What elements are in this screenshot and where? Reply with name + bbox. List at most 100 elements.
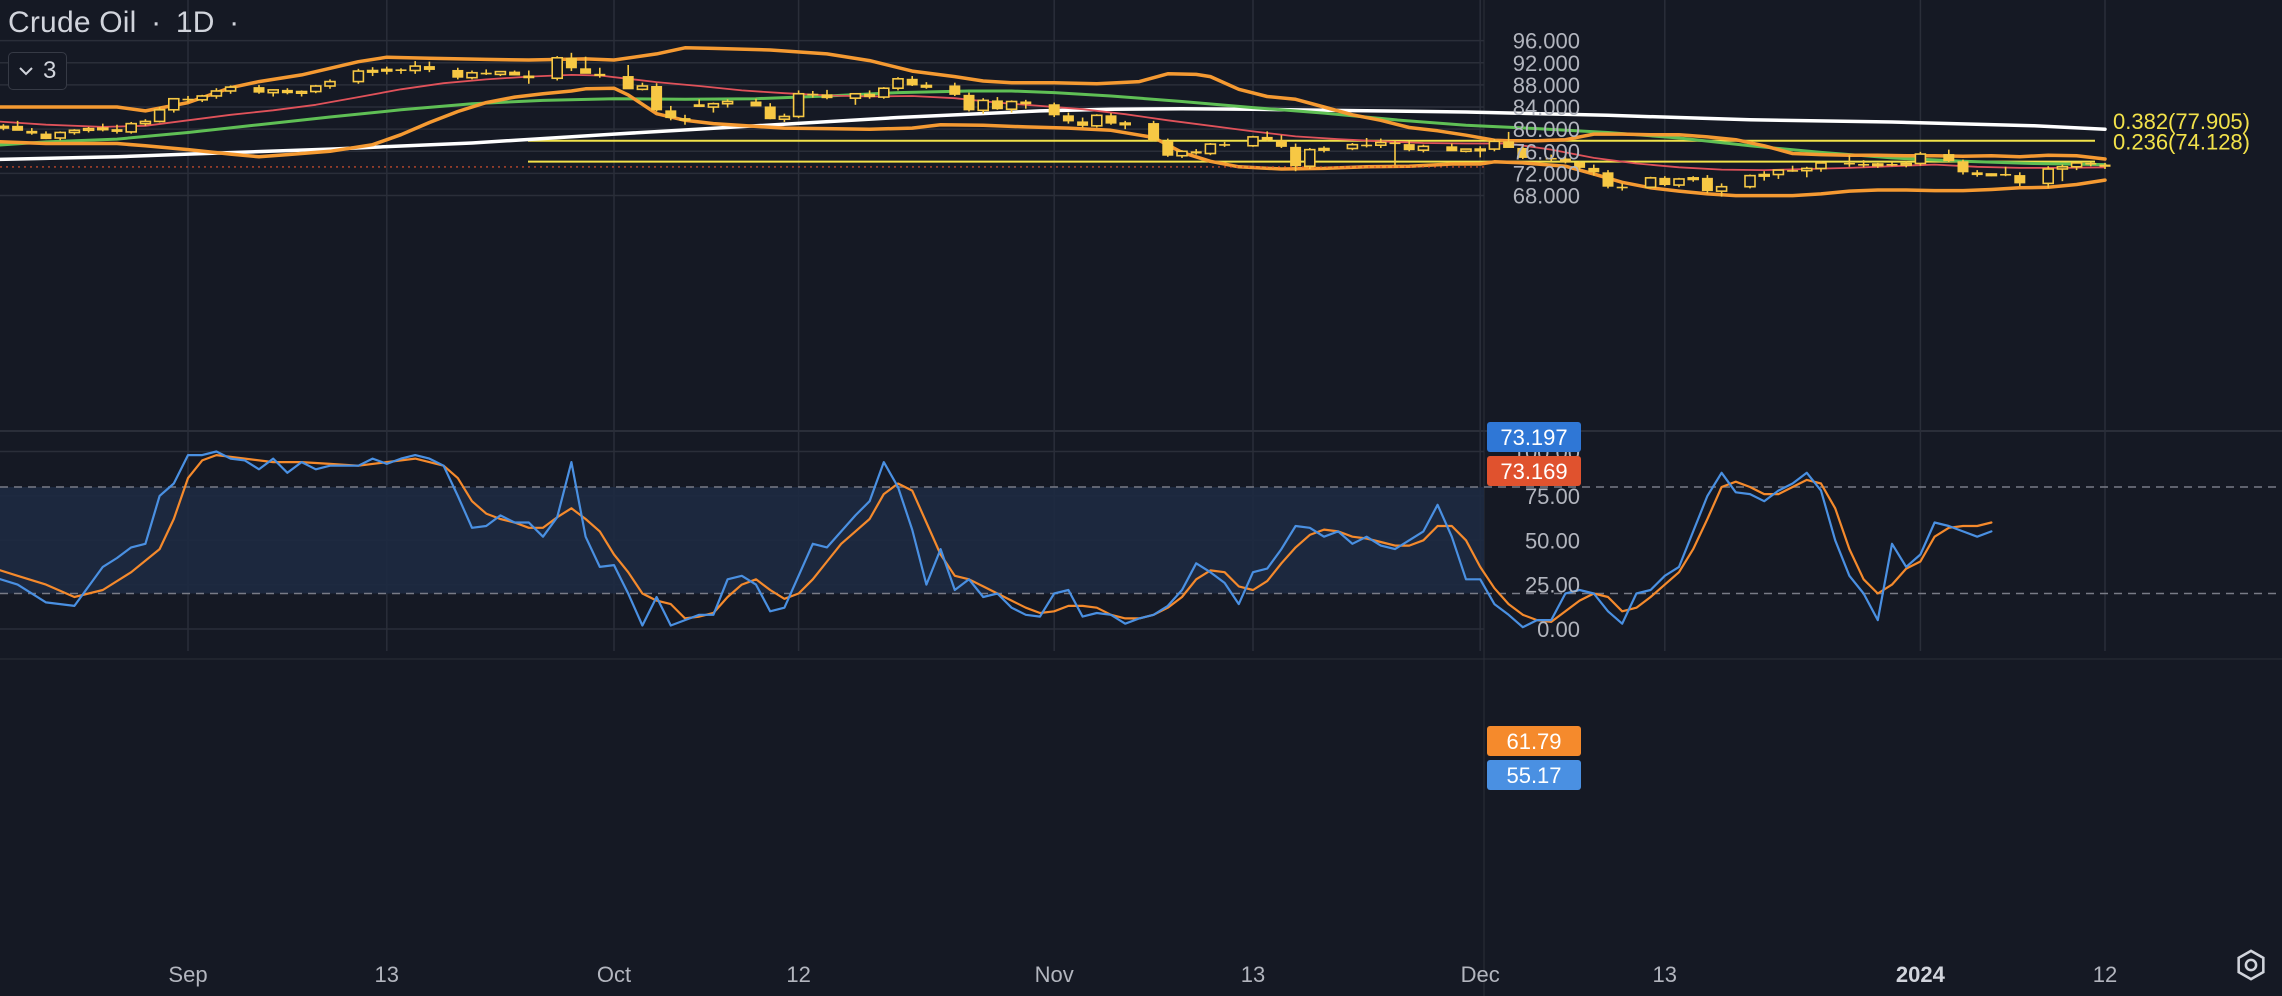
candle[interactable] (1673, 177, 1685, 188)
candle[interactable] (1048, 102, 1060, 117)
candle[interactable] (295, 90, 308, 97)
candle[interactable] (1190, 149, 1202, 155)
candle[interactable] (1077, 117, 1089, 128)
candle[interactable] (1176, 150, 1188, 158)
candle[interactable] (1474, 146, 1486, 158)
candle[interactable] (778, 113, 791, 122)
candle[interactable] (509, 70, 521, 76)
fibonacci-levels[interactable]: 0.382(77.905)0.236(74.128) (528, 109, 2250, 163)
candle[interactable] (1119, 120, 1131, 130)
candle[interactable] (1162, 138, 1174, 157)
candle[interactable] (1318, 146, 1330, 153)
candle[interactable] (977, 98, 990, 114)
candle[interactable] (906, 76, 918, 87)
candle[interactable] (380, 66, 393, 75)
candle[interactable] (1275, 135, 1287, 148)
settings-gear-icon[interactable] (2234, 948, 2268, 982)
candle[interactable] (849, 92, 862, 105)
chart-title[interactable]: Crude Oil · 1D · (8, 6, 245, 40)
candle[interactable] (1346, 142, 1359, 151)
candle[interactable] (1602, 170, 1614, 189)
candle[interactable] (665, 105, 677, 121)
candle[interactable] (1772, 169, 1785, 179)
candle[interactable] (1886, 161, 1898, 167)
candle[interactable] (12, 120, 24, 131)
candle[interactable] (125, 121, 137, 134)
candle[interactable] (1417, 144, 1430, 153)
candlesticks[interactable] (0, 52, 2111, 197)
candle[interactable] (1488, 139, 1501, 152)
candle[interactable] (1446, 143, 1458, 152)
candle[interactable] (1290, 143, 1302, 172)
candle[interactable] (281, 88, 293, 95)
candle[interactable] (622, 64, 634, 90)
candle[interactable] (1460, 148, 1472, 153)
candle[interactable] (395, 68, 407, 74)
candle[interactable] (309, 84, 322, 94)
candle[interactable] (1574, 161, 1586, 171)
candle[interactable] (1545, 154, 1557, 162)
candle[interactable] (0, 124, 10, 131)
candle[interactable] (1985, 173, 1998, 177)
candle[interactable] (792, 90, 805, 119)
candle[interactable] (920, 82, 933, 89)
candle[interactable] (366, 67, 379, 77)
candle[interactable] (1900, 161, 1912, 168)
candle[interactable] (2099, 162, 2111, 169)
candle[interactable] (1375, 138, 1387, 148)
candle[interactable] (1247, 135, 1259, 147)
candle[interactable] (196, 94, 208, 103)
candle[interactable] (352, 68, 365, 84)
candle[interactable] (1787, 165, 1799, 172)
candle[interactable] (2056, 164, 2069, 182)
candle[interactable] (1361, 138, 1373, 148)
candle[interactable] (1843, 155, 1855, 167)
candle[interactable] (679, 114, 691, 125)
candle[interactable] (1801, 166, 1813, 178)
candle[interactable] (97, 123, 109, 132)
candle[interactable] (2070, 162, 2083, 171)
candle[interactable] (594, 67, 606, 78)
candle[interactable] (807, 90, 819, 98)
candle[interactable] (821, 89, 833, 100)
candle[interactable] (721, 99, 734, 108)
candle[interactable] (1559, 155, 1571, 164)
candle[interactable] (224, 85, 237, 94)
indicators-toggle-button[interactable]: 3 (8, 52, 68, 90)
candle[interactable] (1403, 141, 1415, 152)
candle[interactable] (1389, 140, 1401, 166)
candle[interactable] (877, 87, 890, 99)
candle[interactable] (565, 52, 577, 72)
symbol-name[interactable]: Crude Oil (8, 6, 137, 39)
candle[interactable] (1148, 120, 1160, 142)
candle[interactable] (1744, 174, 1756, 189)
candle[interactable] (764, 103, 776, 120)
candle[interactable] (168, 97, 180, 113)
candle[interactable] (707, 102, 720, 113)
candle[interactable] (1971, 170, 1983, 177)
candle[interactable] (111, 124, 123, 134)
candle[interactable] (2000, 166, 2012, 177)
candle[interactable] (1858, 160, 1870, 168)
candle[interactable] (2014, 172, 2026, 187)
candle[interactable] (1616, 183, 1628, 191)
candle[interactable] (139, 119, 152, 126)
candle[interactable] (991, 97, 1003, 110)
candle[interactable] (1503, 131, 1515, 148)
candle[interactable] (1588, 164, 1600, 176)
candle[interactable] (1644, 176, 1657, 189)
candle[interactable] (1943, 149, 1955, 163)
candle[interactable] (1914, 151, 1927, 166)
candle[interactable] (182, 95, 194, 103)
candle[interactable] (494, 70, 507, 77)
candle[interactable] (1701, 175, 1713, 194)
candle[interactable] (1715, 183, 1728, 197)
candle[interactable] (452, 67, 464, 80)
candle[interactable] (551, 56, 564, 81)
candle[interactable] (480, 69, 492, 75)
candle[interactable] (693, 99, 705, 108)
candle[interactable] (636, 82, 649, 91)
candle[interactable] (1062, 112, 1074, 124)
candle[interactable] (963, 92, 975, 112)
